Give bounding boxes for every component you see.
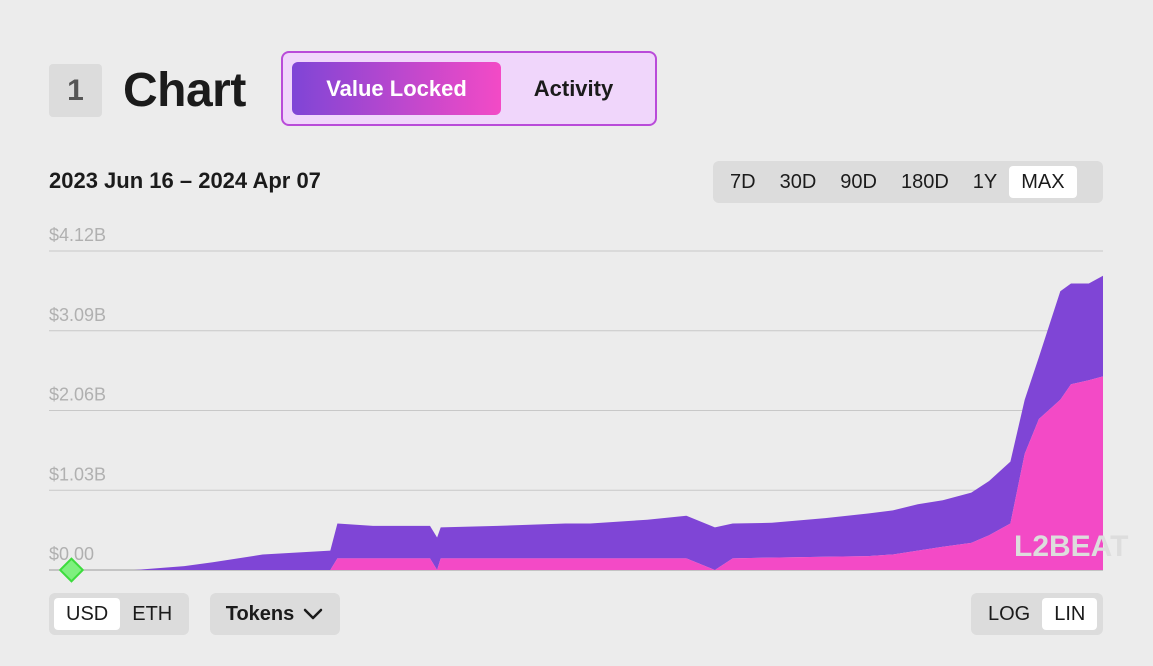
tab-activity[interactable]: Activity	[533, 75, 614, 101]
chevron-down-icon	[304, 608, 323, 620]
y-tick-label: $3.09B	[49, 305, 106, 325]
tokens-dropdown[interactable]: Tokens	[210, 593, 340, 635]
currency-toggle: USD ETH	[49, 593, 189, 635]
tokens-label: Tokens	[225, 602, 295, 625]
eth-button[interactable]: ETH	[132, 602, 173, 625]
range-7d-button[interactable]: 7D	[730, 170, 756, 193]
section-title: Chart	[123, 64, 246, 117]
chart-type-tabs: Value Locked Activity	[281, 51, 657, 126]
section-number-badge: 1	[49, 64, 102, 117]
range-30d-button[interactable]: 30D	[779, 170, 817, 193]
chart-header: 1 Chart	[49, 51, 246, 118]
y-tick-label: $2.06B	[49, 385, 106, 405]
range-max-button[interactable]: MAX	[1009, 166, 1077, 198]
usd-button[interactable]: USD	[54, 598, 121, 630]
y-tick-label: $0.00	[49, 544, 94, 564]
series-area-lower	[49, 376, 1103, 570]
time-range-selector: 7D 30D 90D 180D 1Y MAX	[713, 161, 1103, 203]
log-scale-button[interactable]: LOG	[988, 602, 1031, 625]
l2beat-watermark: L2BEAT	[1014, 530, 1128, 563]
range-180d-button[interactable]: 180D	[900, 170, 949, 193]
date-range-label: 2023 Jun 16 – 2024 Apr 07	[49, 168, 321, 193]
series-area-upper	[49, 275, 1103, 570]
lin-scale-button[interactable]: LIN	[1042, 598, 1098, 630]
y-tick-label: $4.12B	[49, 225, 106, 245]
range-90d-button[interactable]: 90D	[840, 170, 877, 193]
y-tick-label: $1.03B	[49, 464, 106, 484]
tab-value-locked[interactable]: Value Locked	[292, 62, 501, 115]
range-1y-button[interactable]: 1Y	[972, 170, 998, 193]
milestone-marker[interactable]	[58, 557, 85, 583]
scale-toggle: LOG LIN	[971, 593, 1103, 635]
